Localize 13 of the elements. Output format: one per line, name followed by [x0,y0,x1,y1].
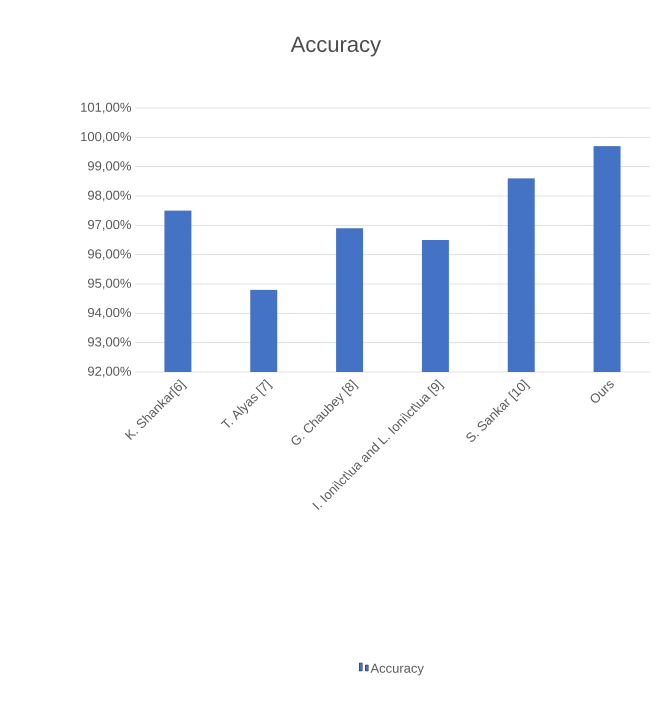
y-tick-label: 94,00% [88,308,132,319]
y-tick-label: 96,00% [88,249,132,260]
legend-label: Accuracy [370,664,424,676]
y-tick-label: 100,00% [81,132,131,143]
y-tick-label: 92,00% [88,366,132,378]
y-tick-label: 101,00% [81,102,131,114]
y-tick-label: 93,00% [88,337,132,348]
y-tick-label: 98,00% [88,190,132,202]
y-tick-label: 99,00% [88,161,132,172]
y-tick-label: 95,00% [88,278,132,290]
x-tick-label: Ours [590,381,614,403]
y-tick-label: 97,00% [88,220,132,231]
chart-title: Accuracy [290,36,382,56]
